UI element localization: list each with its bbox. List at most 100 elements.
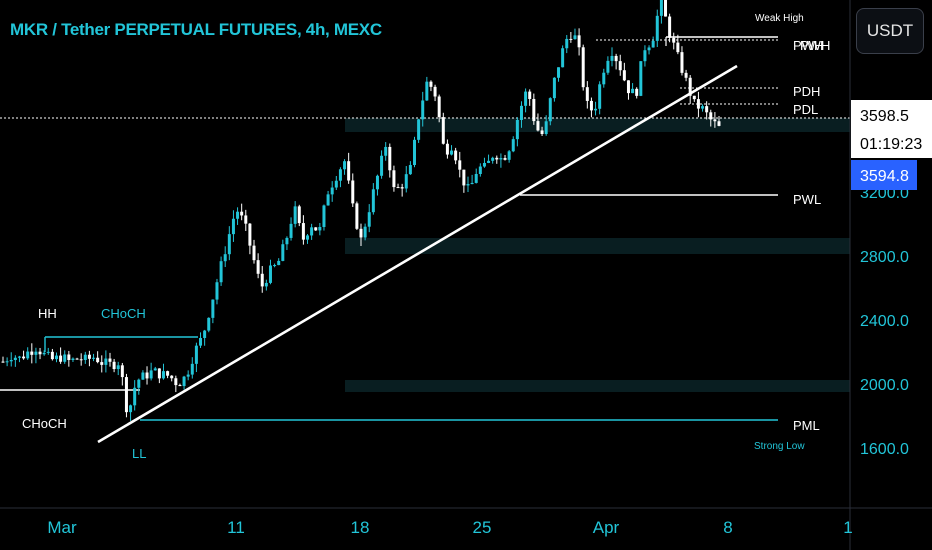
candle-body [573, 35, 577, 40]
candle-body [713, 119, 717, 122]
candle-body [59, 355, 63, 362]
candle-body [462, 169, 466, 186]
candle-body [639, 61, 643, 96]
candle-body [717, 121, 721, 126]
candle-body [487, 160, 491, 163]
candle-body [412, 139, 416, 166]
candle-body [334, 180, 338, 188]
candle-body [511, 139, 515, 152]
candle-body [532, 98, 536, 122]
label-weak-high: Weak High [755, 13, 804, 24]
label-pdh: PDH [793, 84, 820, 99]
candle-body [211, 299, 215, 318]
candle-body [626, 80, 630, 94]
candle-body [441, 117, 445, 144]
countdown-label: 01:19:23 [860, 136, 922, 153]
candle-body [692, 95, 696, 100]
candle-body [145, 372, 149, 379]
candle-body [5, 361, 9, 363]
candle-body [367, 212, 371, 227]
candle-body [252, 245, 256, 261]
candle-body [610, 55, 614, 61]
candle-body [433, 86, 437, 97]
candle-body [668, 16, 672, 38]
candle-body [178, 385, 182, 387]
candle-body [396, 187, 400, 189]
candle-body [585, 87, 589, 101]
candle-body [273, 265, 277, 267]
candle-body [696, 99, 700, 109]
candle-body [104, 358, 108, 365]
candle-body [170, 375, 174, 379]
candle-body [482, 162, 486, 167]
candle-body [75, 358, 79, 360]
candle-body [96, 357, 100, 363]
x-tick-label: Mar [47, 518, 77, 537]
candle-body [67, 354, 71, 361]
candle-body [470, 182, 474, 185]
label-pml: PML [793, 418, 820, 433]
candle-body [540, 130, 544, 135]
label-hh: HH [38, 306, 57, 321]
candle-body [293, 206, 297, 224]
x-tick-label: 18 [351, 518, 370, 537]
candle-body [602, 72, 606, 85]
candle-body [9, 359, 13, 362]
label-choch-upper: CHoCH [101, 306, 146, 321]
candle-body [227, 234, 231, 255]
candle-body [306, 235, 310, 240]
candle-body [343, 161, 347, 170]
candle-body [557, 67, 561, 78]
candle-body [207, 317, 211, 331]
candle-body [215, 282, 219, 300]
candle-body [417, 119, 421, 140]
candle-body [709, 112, 713, 120]
label-pwh: PWH [793, 38, 823, 53]
candle-body [1, 361, 5, 363]
candle-body [495, 157, 499, 160]
candle-body [112, 361, 116, 370]
candle-body [120, 365, 124, 378]
label-choch-lower: CHoCH [22, 416, 67, 431]
candle-body [359, 228, 363, 238]
candle-body [466, 184, 470, 186]
candle-body [676, 42, 680, 53]
candle-body [141, 372, 145, 380]
liquidity-zone [345, 380, 850, 392]
candle-body [71, 358, 75, 361]
x-tick-label: 11 [227, 518, 245, 537]
candle-body [124, 377, 128, 413]
candle-body [190, 363, 194, 375]
candle-body [116, 365, 120, 370]
candle-body [515, 119, 519, 140]
candle-body [161, 371, 165, 379]
candle-body [659, 0, 663, 16]
candle-body [577, 35, 581, 48]
x-tick-label: Apr [593, 518, 620, 537]
trendline[interactable] [97, 64, 738, 444]
candle-body [318, 226, 322, 231]
candle-body [310, 227, 314, 236]
candle-body [54, 355, 58, 360]
candle-body [552, 77, 556, 99]
candle-body [244, 215, 248, 224]
candle-body [544, 121, 548, 135]
candle-body [614, 55, 618, 62]
candle-body [454, 150, 458, 161]
candle-body [437, 96, 441, 118]
candle-body [404, 174, 408, 189]
candle-body [606, 60, 610, 73]
candle-body [264, 282, 268, 287]
candle-body [50, 351, 54, 360]
candle-body [34, 351, 38, 355]
candle-body [524, 91, 528, 106]
candle-body [79, 359, 83, 361]
currency-button[interactable]: USDT [856, 8, 924, 54]
candle-body [445, 143, 449, 155]
candle-body [701, 106, 705, 109]
label-pwl: PWL [793, 192, 821, 207]
liquidity-zone [345, 118, 850, 132]
candle-body [83, 354, 87, 361]
